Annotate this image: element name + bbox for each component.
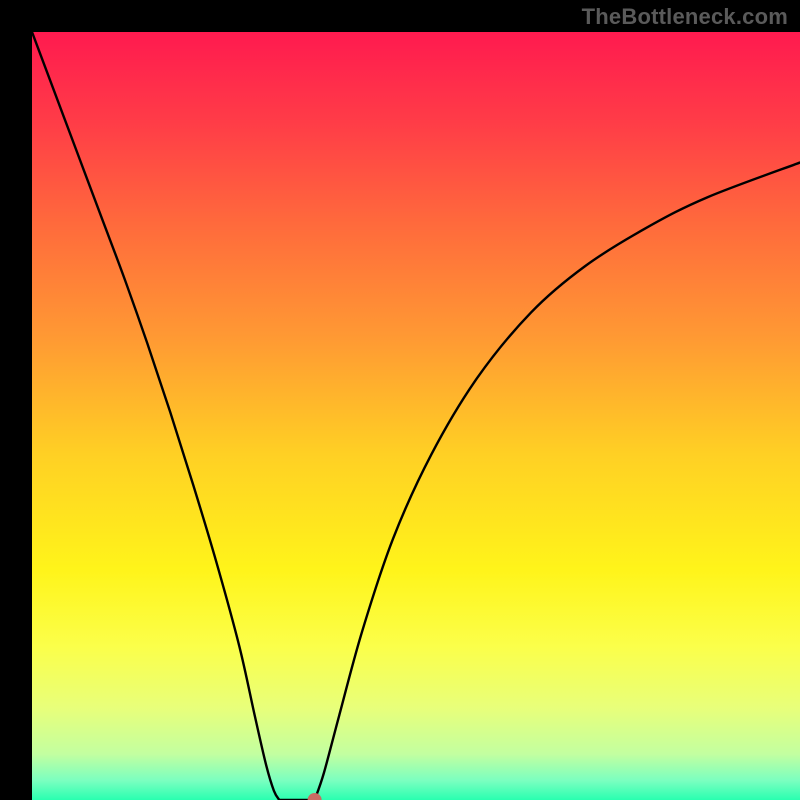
- chart-outer: TheBottleneck.com: [0, 0, 800, 800]
- gradient-background: [32, 32, 800, 800]
- plot-svg: [32, 32, 800, 800]
- plot-area: [32, 32, 800, 800]
- watermark-text: TheBottleneck.com: [582, 4, 788, 30]
